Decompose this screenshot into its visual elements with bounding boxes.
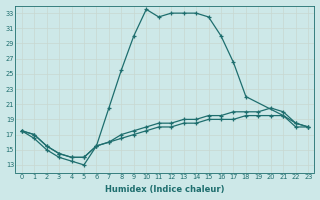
X-axis label: Humidex (Indice chaleur): Humidex (Indice chaleur) [105, 185, 225, 194]
